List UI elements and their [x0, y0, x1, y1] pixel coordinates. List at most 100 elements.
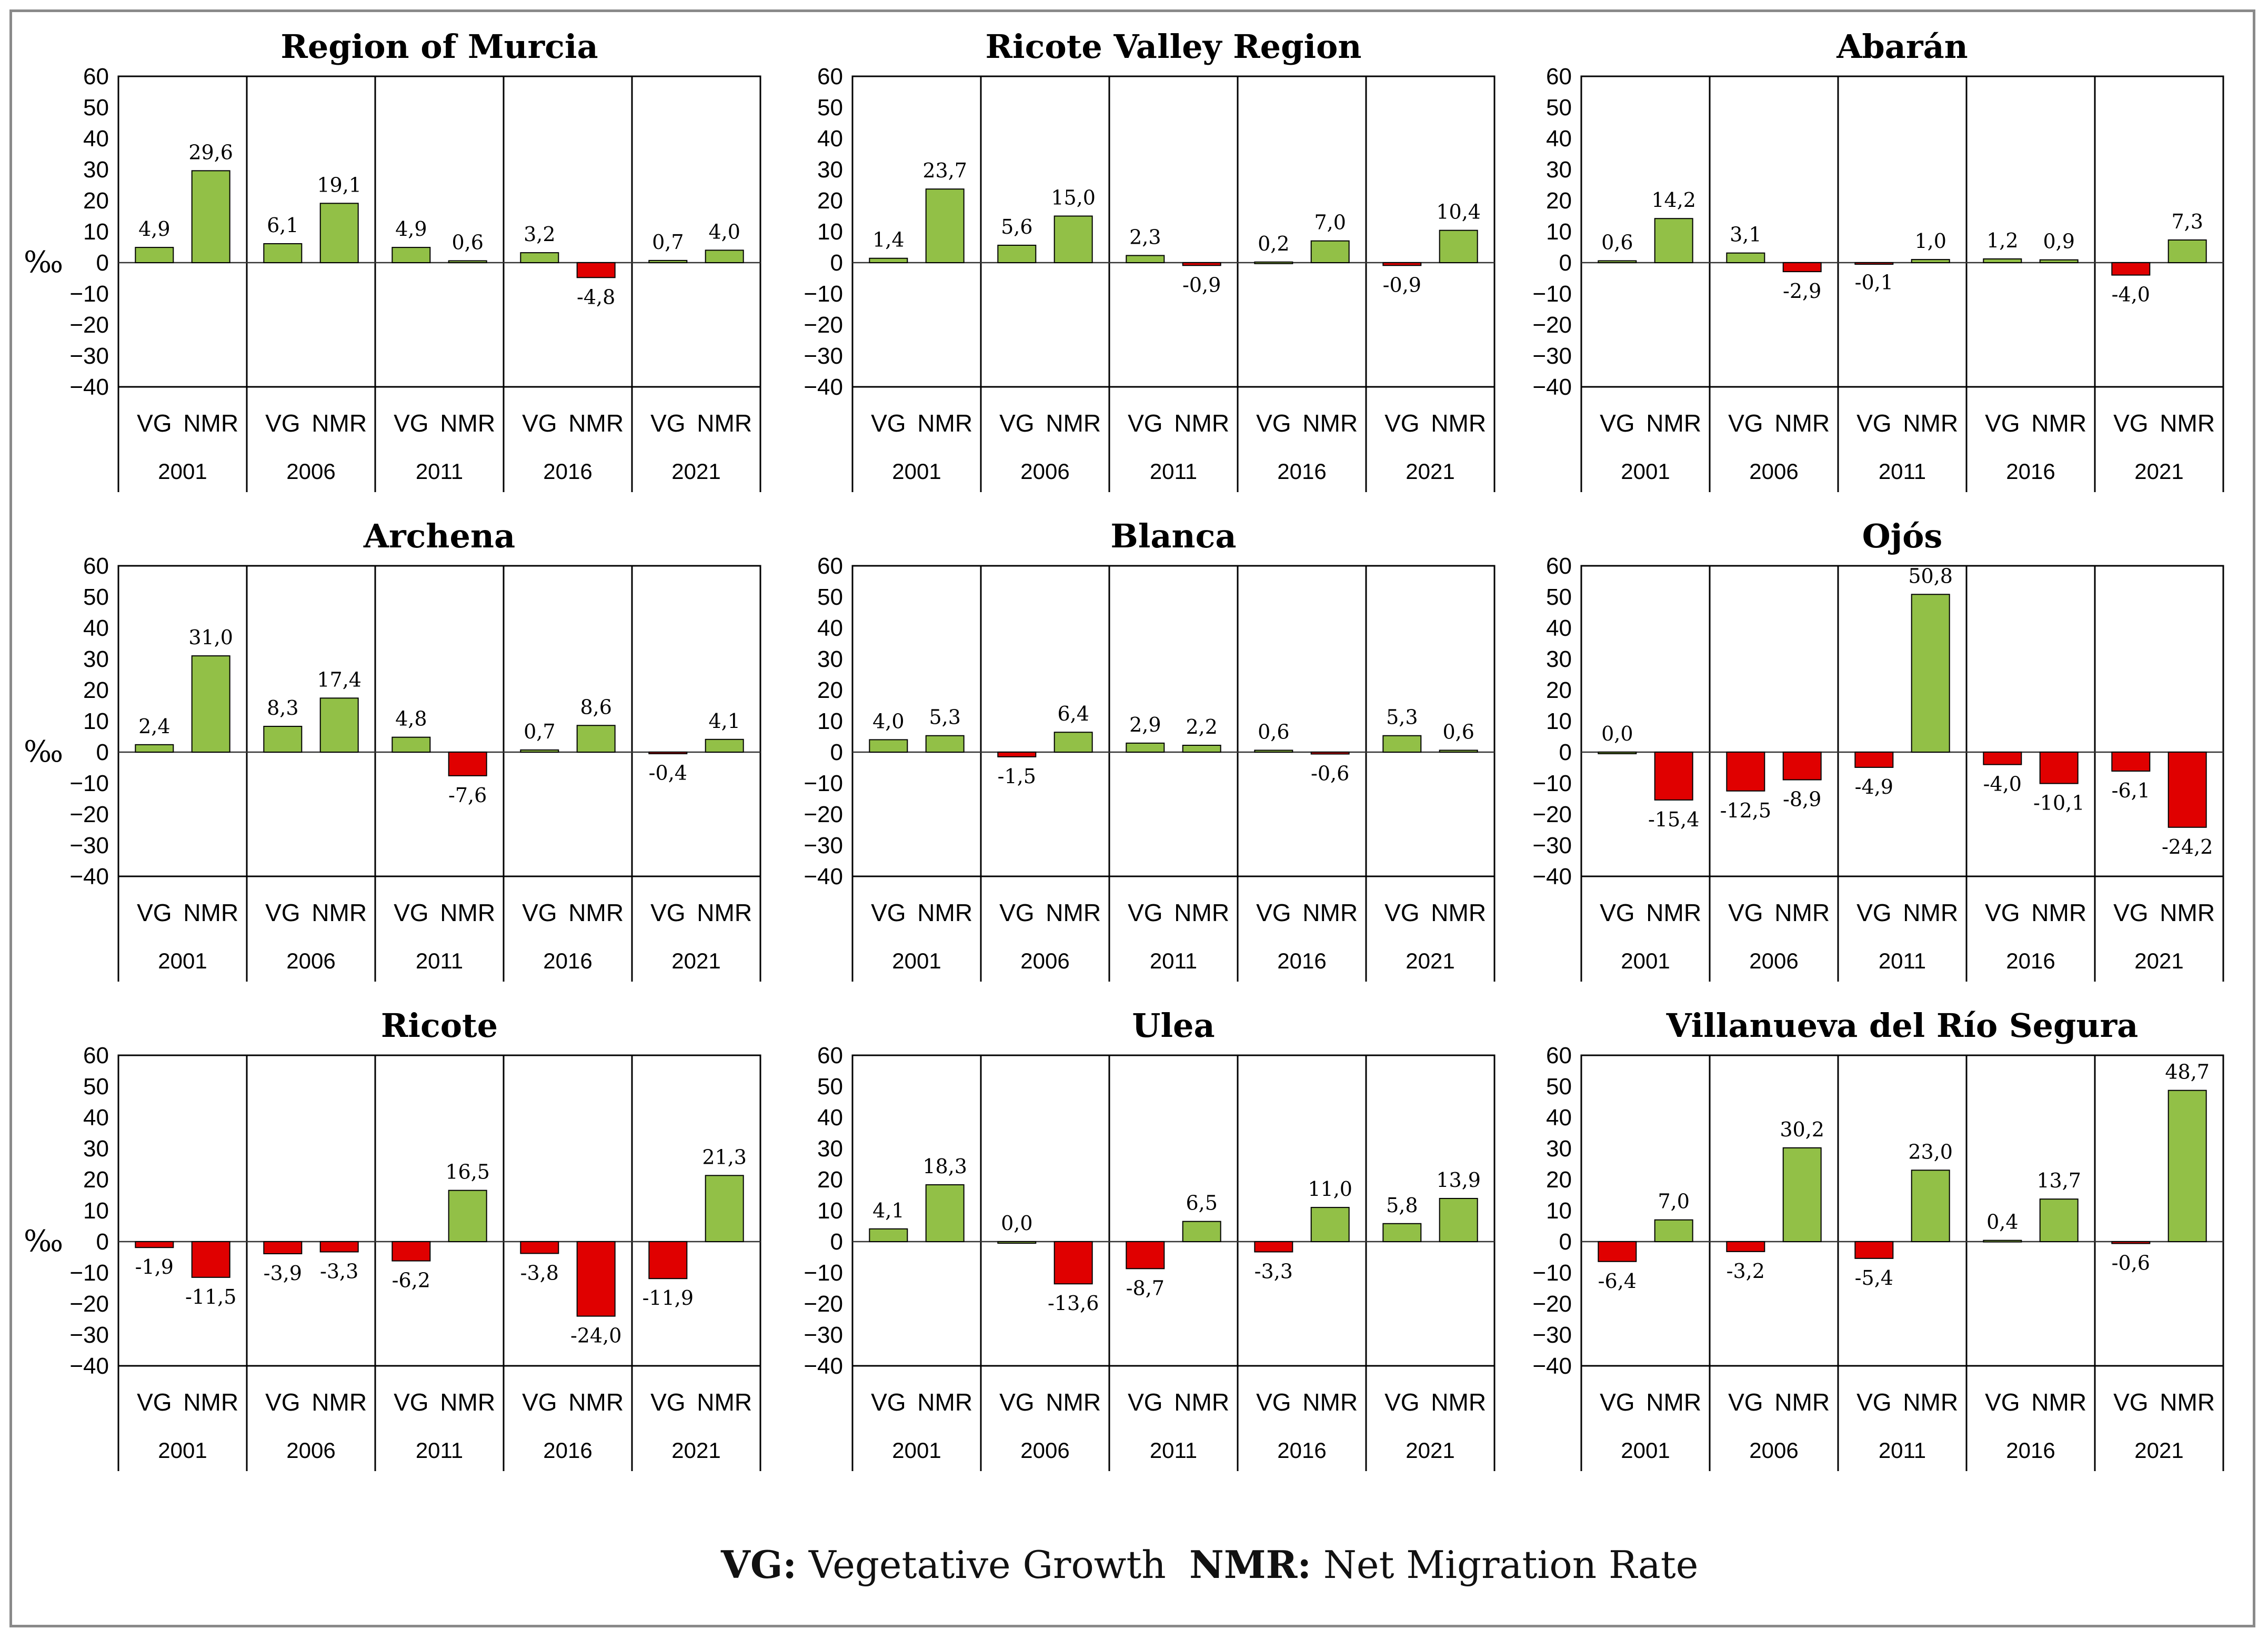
data-label: -4,0	[1983, 773, 2022, 796]
y-tick-label: 50	[83, 95, 109, 121]
x-subcategory-label: VG	[1856, 899, 1891, 926]
y-tick-label: 20	[1546, 677, 1572, 703]
bar-vg-2011	[1854, 1241, 1894, 1259]
y-tick-label: 50	[817, 1074, 843, 1100]
data-label: 1,2	[1986, 229, 2018, 252]
x-subcategory-label: NMR	[2160, 409, 2215, 437]
y-tick-label: 40	[83, 615, 109, 641]
x-category-label: 2021	[1406, 459, 1454, 484]
data-label: 8,6	[580, 695, 611, 718]
x-category-label: 2011	[1150, 948, 1197, 973]
bar-vg-2006	[263, 726, 303, 753]
data-label: 2,9	[1129, 713, 1161, 736]
x-subcategory-label: VG	[999, 1388, 1034, 1416]
x-category-label: 2011	[1150, 1438, 1197, 1463]
x-subcategory-label: VG	[1128, 409, 1162, 437]
y-tick-label: −20	[69, 312, 109, 338]
x-category-label: 2001	[158, 948, 207, 973]
y-tick-label: −40	[1532, 864, 1572, 890]
bar-nmr-2011	[1911, 594, 1950, 753]
data-label: 0,6	[451, 231, 483, 254]
y-tick-label: −10	[804, 281, 843, 307]
y-axis-label: ‰	[24, 735, 63, 769]
data-label: -4,8	[577, 285, 615, 308]
bar-vg-2011	[1126, 1241, 1165, 1270]
x-subcategory-label: VG	[522, 1388, 557, 1416]
x-subcategory-label: NMR	[1174, 1388, 1229, 1416]
x-subcategory-label: VG	[394, 1388, 428, 1416]
data-label: -0,6	[1311, 762, 1349, 785]
x-subcategory-label: NMR	[917, 1388, 972, 1416]
legend-nmr-text: Net Migration Rate	[1323, 1543, 1699, 1587]
data-label: -6,2	[392, 1269, 430, 1292]
x-category-label: 2011	[1879, 948, 1926, 973]
data-label: -0,6	[2112, 1252, 2150, 1275]
bar-nmr-2021	[2167, 239, 2207, 263]
x-category-label: 2016	[543, 948, 592, 973]
y-tick-label: 10	[83, 708, 109, 734]
y-tick-label: 0	[96, 739, 109, 765]
legend-vg-text: Vegetative Growth	[808, 1543, 1166, 1587]
y-tick-label: −20	[804, 802, 843, 827]
y-tick-label: −10	[69, 281, 109, 307]
bar-vg-2021	[648, 259, 688, 263]
bar-nmr-2011	[1182, 1221, 1221, 1242]
data-label: 0,6	[1258, 720, 1289, 743]
x-category-label: 2021	[2134, 1438, 2183, 1463]
y-tick-label: 30	[817, 646, 843, 672]
x-subcategory-label: VG	[1256, 899, 1291, 926]
x-subcategory-label: NMR	[2031, 1388, 2086, 1416]
bar-nmr-2006	[1053, 1241, 1093, 1285]
y-axis-label: ‰	[24, 245, 63, 279]
data-label: 8,3	[267, 696, 298, 719]
data-label: -1,9	[135, 1255, 174, 1278]
legend-nmr-abbr: NMR:	[1189, 1542, 1311, 1587]
bar-vg-2001	[869, 1228, 908, 1243]
y-tick-label: −20	[69, 802, 109, 827]
x-subcategory-label: VG	[650, 1388, 685, 1416]
y-tick-label: 30	[83, 157, 109, 183]
data-label: 7,0	[1658, 1190, 1689, 1213]
bar-vg-2001	[135, 744, 174, 753]
x-subcategory-label: NMR	[568, 899, 624, 926]
y-tick-label: 40	[817, 615, 843, 641]
x-category-label: 2016	[2006, 1438, 2055, 1463]
bar-nmr-2021	[2167, 1090, 2207, 1242]
chart-title: Ricote Valley Region	[986, 27, 1362, 66]
y-tick-label: 10	[1546, 219, 1572, 245]
y-axis-label: ‰	[24, 1224, 63, 1258]
bar-vg-2016	[520, 749, 559, 753]
data-label: 4,1	[708, 709, 740, 733]
data-label: -3,8	[520, 1261, 559, 1284]
y-tick-label: 50	[817, 95, 843, 121]
x-category-label: 2011	[1150, 459, 1197, 484]
y-tick-label: 20	[83, 188, 109, 214]
plot-area	[117, 1054, 761, 1367]
y-tick-label: 0	[830, 1229, 843, 1255]
x-subcategory-label: VG	[1384, 899, 1419, 926]
data-label: 0,6	[1601, 231, 1633, 254]
data-label: 2,2	[1186, 715, 1217, 738]
bar-vg-2001	[869, 257, 908, 263]
bar-vg-2011	[1854, 752, 1894, 768]
x-subcategory-label: VG	[650, 899, 685, 926]
bar-vg-2011	[392, 247, 431, 263]
x-category-label: 2011	[1879, 459, 1926, 484]
x-subcategory-label: NMR	[917, 409, 972, 437]
x-category-label: 2001	[158, 459, 207, 484]
x-subcategory-label: VG	[1728, 1388, 1763, 1416]
y-tick-label: 10	[1546, 1198, 1572, 1224]
y-tick-label: 0	[830, 739, 843, 765]
bar-nmr-2006	[319, 697, 359, 753]
x-subcategory-label: NMR	[697, 1388, 752, 1416]
data-label: 30,2	[1780, 1118, 1824, 1141]
y-tick-label: 40	[1546, 126, 1572, 152]
data-label: -5,4	[1855, 1266, 1893, 1290]
y-tick-label: 20	[1546, 188, 1572, 214]
y-tick-label: −10	[804, 771, 843, 796]
x-subcategory-label: NMR	[1774, 409, 1830, 437]
data-label: -8,9	[1783, 788, 1821, 811]
bar-vg-2006	[997, 244, 1037, 263]
data-label: 17,4	[317, 668, 362, 691]
x-subcategory-label: NMR	[1646, 1388, 1701, 1416]
